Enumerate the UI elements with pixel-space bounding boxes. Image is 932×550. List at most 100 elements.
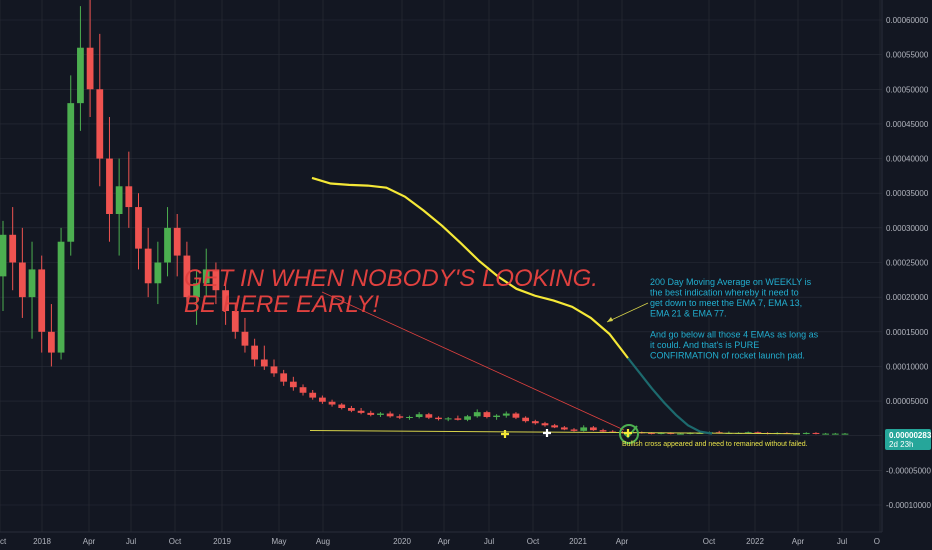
candle-body (502, 413, 510, 416)
candle-body (406, 417, 413, 419)
candle-body (18, 262, 26, 298)
candle-body (164, 227, 171, 263)
moving-average-line (311, 176, 713, 435)
x-tick-label: ct (0, 537, 7, 546)
ema-yellow-segment (311, 176, 629, 359)
candle-body (589, 427, 597, 431)
candle-body (512, 413, 520, 418)
candle-body (173, 227, 181, 256)
candle-body (560, 427, 568, 430)
candle-body (522, 417, 530, 422)
candle-body (435, 417, 442, 420)
candle-body (802, 432, 810, 434)
y-tick-label: 0.00040000 (886, 155, 929, 164)
note-arrow-head (607, 317, 613, 322)
candle-body (357, 410, 365, 413)
bullish-cross-circle (619, 424, 639, 444)
candle-body (648, 432, 655, 434)
ma-note-line: it could. And that's is PURE (650, 340, 759, 350)
candle-body (841, 433, 849, 435)
candle-body (831, 433, 839, 435)
candle-body (677, 433, 684, 435)
ema-teal-segment (627, 357, 713, 435)
candle-body (822, 433, 830, 435)
candle-body (96, 89, 104, 159)
y-axis-background (882, 0, 932, 550)
candle-body (212, 269, 220, 291)
candle-body (328, 401, 336, 405)
ma-note-line: CONFIRMATION of rocket launch pad. (650, 351, 805, 361)
candle-body (222, 290, 229, 311)
annotation-arrows (321, 291, 649, 431)
x-tick-label: Oct (703, 537, 716, 546)
candle-body (667, 432, 675, 434)
x-tick-label: Aug (316, 537, 330, 546)
candle-body (280, 373, 288, 382)
cross-note-annotation: Bullish cross appeared and need to remai… (622, 441, 808, 448)
ma-note-line: And go below all those 4 EMAs as long as (650, 330, 819, 340)
x-tick-label: Apr (83, 537, 96, 546)
x-axis-panel[interactable]: ct 2018 Apr Jul Oct 2019 May Aug 2020 Apr Jul Oct 20… (0, 531, 882, 546)
candle-body (154, 262, 162, 284)
x-tick-label: Jul (837, 537, 847, 546)
candle-body (144, 248, 152, 284)
candle-body (386, 413, 394, 417)
candle-body (744, 432, 752, 434)
candle-body (318, 397, 326, 402)
support-trendline (309, 430, 801, 435)
headline-line-2: BE HERE EARLY! (184, 291, 380, 318)
cross-marker (543, 429, 551, 437)
x-tick-label: 2021 (569, 537, 587, 546)
x-tick-label: Jul (126, 537, 136, 546)
cross-marker (501, 430, 509, 438)
headline-annotation: GET IN WHEN NOBODY'S LOOKING. BE HERE EA… (184, 265, 598, 318)
x-tick-label: O (874, 537, 880, 546)
cross-marker (624, 429, 632, 437)
y-tick-label: 0.00025000 (886, 259, 929, 268)
y-tick-label: 0.00010000 (886, 362, 929, 371)
x-axis-labels: ct 2018 Apr Jul Oct 2019 May Aug 2020 Apr Jul Oct 20… (0, 537, 880, 546)
candle-body (289, 381, 297, 388)
candle-body (125, 186, 133, 208)
candle-body (309, 392, 317, 398)
candle-body (570, 429, 578, 431)
candle-body (454, 418, 462, 420)
x-tick-label: Oct (527, 537, 540, 546)
y-tick-label: -0.00005000 (886, 466, 931, 475)
candle-body (531, 421, 539, 424)
note-arrow-line (606, 302, 649, 323)
y-tick-label: 0.00045000 (886, 120, 929, 129)
candle-body (473, 412, 481, 417)
candle-body (464, 416, 471, 420)
x-tick-label: Apr (792, 537, 805, 546)
candle-body (183, 255, 191, 298)
candle-body (396, 416, 404, 418)
candle-body (77, 47, 84, 104)
candle-body (135, 207, 142, 249)
y-tick-label: 0.00060000 (886, 16, 929, 25)
candle-body (57, 241, 65, 353)
last-price-tag: 0.00000283 2d 23h (885, 429, 932, 450)
candle-body (367, 412, 375, 415)
candle-body (415, 414, 423, 418)
candle-body (599, 430, 607, 432)
candle-body (348, 408, 355, 411)
candle-body (754, 432, 762, 434)
candle-body (9, 234, 17, 263)
y-axis-panel[interactable]: 0.00060000 0.00055000 0.00050000 0.00045000… (881, 0, 932, 550)
last-price-value: 0.00000283 (889, 431, 932, 440)
candle-body (551, 425, 559, 428)
candle-body (541, 423, 549, 426)
candle-body (260, 359, 268, 367)
ma-note-line: the best indication whereby it need to (650, 288, 799, 298)
candle-body (270, 366, 278, 374)
x-tick-label: Oct (169, 537, 182, 546)
candle-body (67, 103, 75, 242)
x-tick-label: Apr (616, 537, 629, 546)
x-tick-label: Jul (484, 537, 494, 546)
candle-body (338, 404, 346, 408)
candle-body (377, 413, 384, 415)
candle-body (48, 331, 55, 353)
candle-body (231, 311, 239, 332)
